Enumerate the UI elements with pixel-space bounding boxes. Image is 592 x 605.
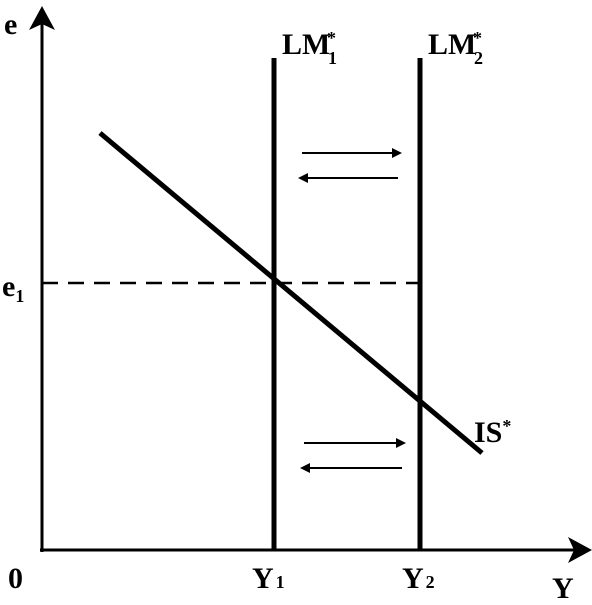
is-curve	[98, 131, 484, 455]
y-axis-label: e	[4, 8, 17, 41]
label-base: Y	[252, 562, 274, 595]
label-superscript: *	[473, 28, 482, 48]
x-axis-label: Y	[552, 572, 574, 605]
label-subscript: 1	[328, 48, 337, 68]
lm2-label: LM* 2	[428, 28, 483, 68]
label-superscript: *	[327, 28, 336, 48]
label-base: Y	[402, 562, 424, 595]
label-superscript: *	[502, 416, 511, 436]
lm1-label: LM* 1	[282, 28, 337, 68]
label-subscript: 2	[426, 572, 435, 592]
label-subscript: 2	[474, 48, 483, 68]
e1-label: e1	[2, 270, 24, 306]
label-base: LM	[428, 28, 476, 61]
label-base: LM	[282, 28, 330, 61]
is-label: IS*	[474, 416, 511, 449]
label-subscript: 1	[276, 572, 285, 592]
origin-label: 0	[8, 562, 23, 595]
label-base: e	[2, 270, 15, 303]
label-base: IS	[474, 416, 502, 449]
label-subscript: 1	[15, 286, 24, 306]
